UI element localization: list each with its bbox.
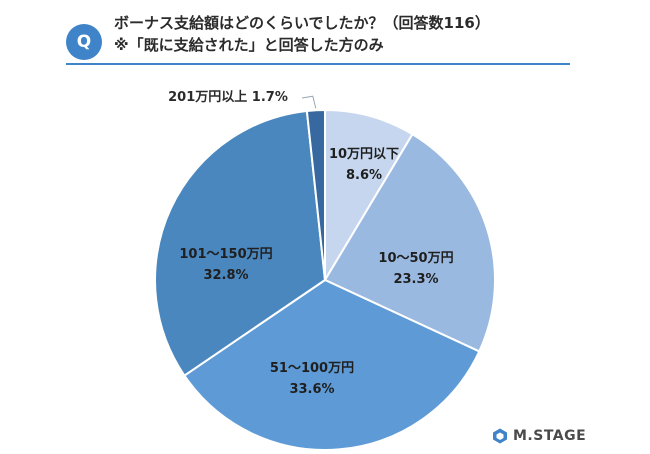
pie-slice <box>154 109 327 377</box>
pie-slice <box>323 132 496 353</box>
pie-slice <box>324 108 414 284</box>
slice-value-label: 8.6% <box>346 168 382 183</box>
slice-label: 101～150万円 <box>179 247 272 262</box>
logo-text: M.STAGE <box>513 428 587 444</box>
pie-slice <box>183 278 481 451</box>
slice-label: 10～50万円 <box>378 251 453 266</box>
question-badge: Q <box>66 24 102 60</box>
brand-logo: M.STAGE <box>492 428 586 444</box>
slice-value-label: 32.8% <box>203 268 248 283</box>
header-rule <box>66 63 570 65</box>
leader-line <box>301 95 317 109</box>
slice-label: 10万円以下 <box>329 147 399 162</box>
pie-slice <box>305 108 326 281</box>
chart-subtitle: ※「既に支給された」と回答した方のみ <box>114 36 384 54</box>
slice-label: 201万円以上 1.7% <box>168 90 288 105</box>
slice-value-label: 33.6% <box>289 382 334 397</box>
slice-value-label: 23.3% <box>393 272 438 287</box>
logo-mark-icon <box>493 428 507 444</box>
chart-title: ボーナス支給額はどのくらいでしたか？（回答数116） <box>114 14 490 32</box>
slice-label: 51～100万円 <box>270 361 354 376</box>
